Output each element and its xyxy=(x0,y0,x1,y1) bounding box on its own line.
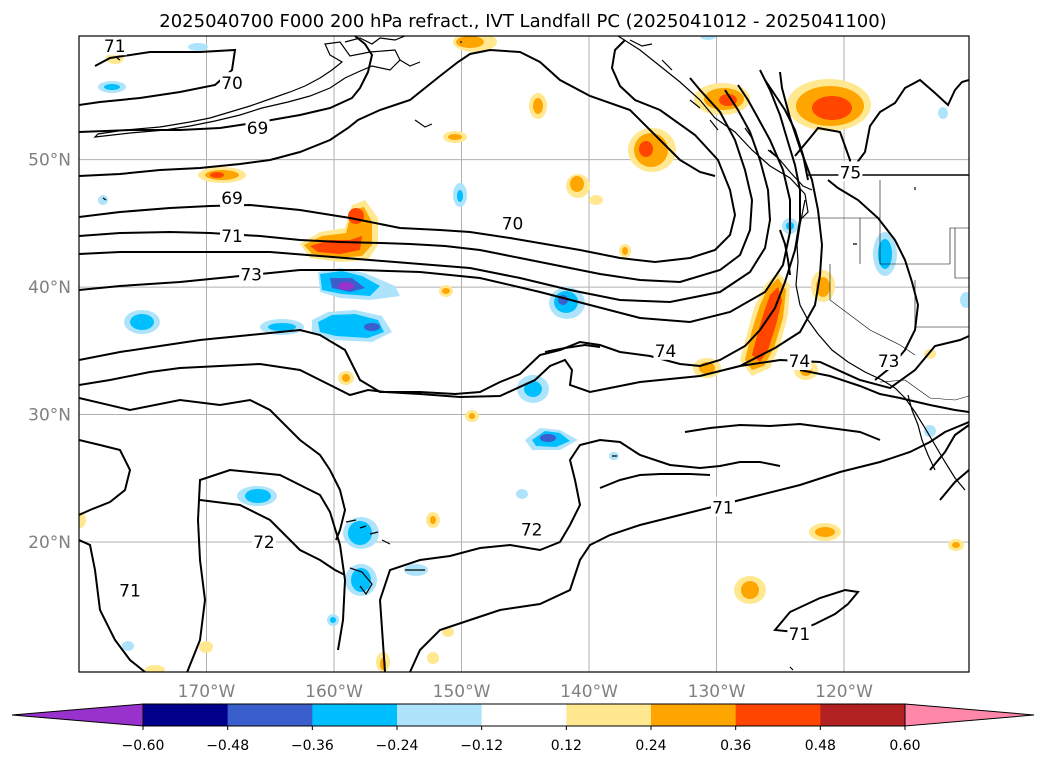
lon-tick-label: 170°W xyxy=(178,682,236,702)
contour-label-bg xyxy=(220,72,245,93)
contour-label-bg xyxy=(876,350,901,371)
contour-label-bg xyxy=(220,225,245,246)
contour-labels: 71 70 69 69 71 73 70 74 74 75 73 72 72 71 71 71 xyxy=(102,36,901,645)
contour-label: 71 xyxy=(789,625,811,645)
contour-label-bg xyxy=(102,36,127,56)
contour-label-bg xyxy=(653,339,678,360)
colorbar-segment xyxy=(566,704,652,726)
contour-label-bg xyxy=(239,263,264,284)
contour-label: 70 xyxy=(221,74,243,94)
contour-label: 73 xyxy=(240,265,262,285)
lat-tick-label: 40°N xyxy=(28,278,71,298)
map-frame xyxy=(78,35,970,673)
colorbar-extend-low xyxy=(11,703,144,727)
colorbar-tick-label: −0.12 xyxy=(460,738,503,754)
contour-label: 72 xyxy=(521,520,543,540)
contour-label-bg xyxy=(220,186,245,207)
colorbar-tick-label: 0.36 xyxy=(720,738,751,754)
contour-label: 71 xyxy=(221,227,243,247)
colorbar-segment xyxy=(481,704,567,726)
latitude-tick-labels: 50°N 40°N 30°N 20°N xyxy=(28,151,71,553)
lon-tick-label: 130°W xyxy=(688,682,746,702)
colorbar-tick-label: 0.24 xyxy=(635,738,666,754)
contour-label-bg xyxy=(118,579,143,600)
colorbar-tick-label: 0.48 xyxy=(805,738,836,754)
lon-tick-label: 120°W xyxy=(815,682,873,702)
colorbar-tick-label: −0.24 xyxy=(376,738,419,754)
contour-label: 71 xyxy=(104,37,126,57)
contour-label-bg xyxy=(500,212,525,233)
lat-tick-label: 20°N xyxy=(28,533,71,553)
contour-label: 71 xyxy=(712,499,734,519)
colorbar-tick-label: 0.12 xyxy=(551,738,582,754)
colorbar-tick-label: 0.60 xyxy=(889,738,920,754)
colorbar-segment xyxy=(820,704,906,726)
colorbar-frame xyxy=(142,703,906,727)
contour-label-bg xyxy=(710,496,735,517)
lon-tick-label: 160°W xyxy=(305,682,363,702)
colorbar-extend-high xyxy=(904,703,1035,727)
contour-label: 72 xyxy=(253,533,275,553)
contour-label: 73 xyxy=(878,352,900,372)
lat-tick-label: 30°N xyxy=(28,406,71,426)
map-title: 2025040700 F000 200 hPa refract., IVT La… xyxy=(159,11,886,32)
contour-label: 74 xyxy=(655,342,677,362)
contour-label-bg xyxy=(838,161,863,182)
contour-label: 71 xyxy=(119,581,141,601)
lon-tick-label: 140°W xyxy=(560,682,618,702)
colorbar: −0.60 −0.48 −0.36 −0.24 −0.12 0.12 0.24 0.36 0.4… xyxy=(11,703,1035,754)
colorbar-tick-label: −0.60 xyxy=(122,738,165,754)
lat-tick-label: 50°N xyxy=(28,151,71,171)
contour-label: 75 xyxy=(840,163,862,183)
colorbar-tick-label: −0.48 xyxy=(206,738,249,754)
longitude-tick-labels: 170°W 160°W 150°W 140°W 130°W 120°W xyxy=(178,682,873,702)
contour-label-bg xyxy=(787,622,812,643)
contour-label: 70 xyxy=(502,214,524,234)
lon-tick-label: 150°W xyxy=(433,682,491,702)
ivt-shading xyxy=(79,36,969,672)
colorbar-segment xyxy=(651,704,737,726)
colorbar-segment xyxy=(143,704,229,726)
colorbar-segment xyxy=(397,704,483,726)
contour-label: 69 xyxy=(221,189,243,209)
colorbar-tick-label: −0.36 xyxy=(291,738,334,754)
colorbar-segment xyxy=(227,704,313,726)
contour-label: 69 xyxy=(247,119,269,139)
map-plot-area: 71 70 69 69 71 73 70 74 74 75 73 72 72 71 71 71 xyxy=(79,36,969,672)
contour-label-bg xyxy=(519,518,544,539)
contour-label-bg xyxy=(245,116,270,137)
contour-label-bg xyxy=(251,530,276,551)
colorbar-segment xyxy=(735,704,821,726)
contour-label: 74 xyxy=(789,352,811,372)
colorbar-segment xyxy=(312,704,398,726)
contour-label-bg xyxy=(787,350,812,371)
